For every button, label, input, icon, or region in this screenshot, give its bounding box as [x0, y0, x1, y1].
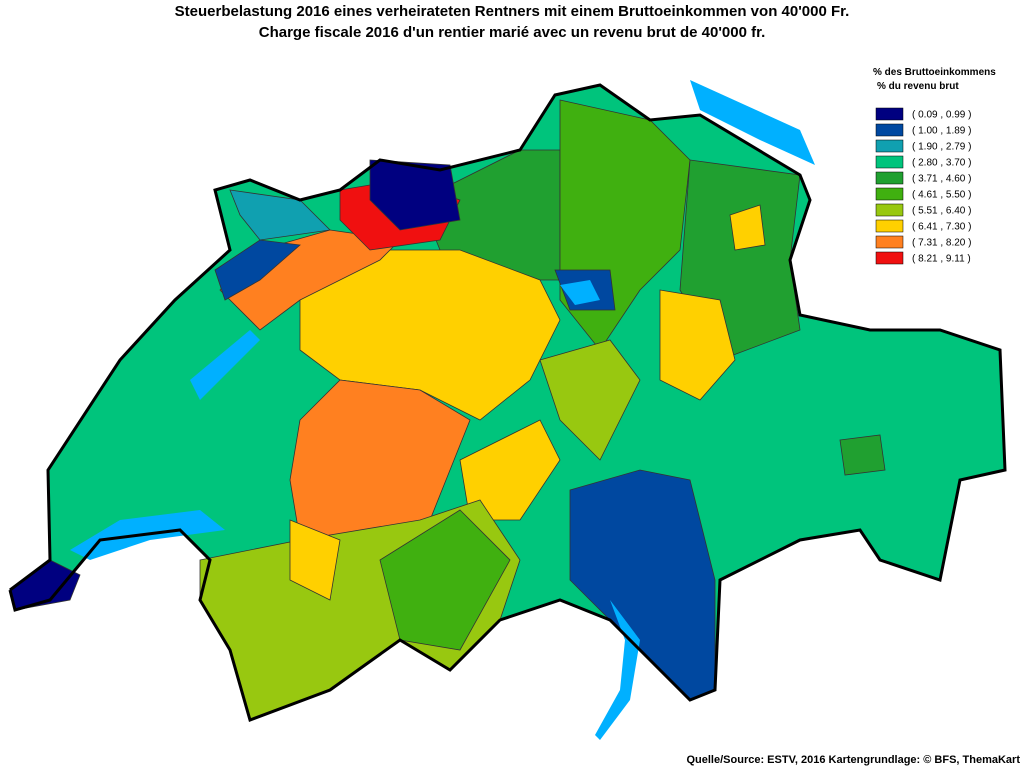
legend-label: ( 4.61 , 5.50 ): [912, 190, 971, 201]
title: Steuerbelastung 2016 eines verheirateten…: [175, 3, 850, 20]
lake: [690, 80, 815, 165]
region: [569, 469, 716, 701]
legend-swatch: [875, 251, 904, 265]
legend-swatch: [875, 203, 904, 217]
legend-label: ( 5.51 , 6.40 ): [912, 206, 971, 217]
legend-swatch: [875, 155, 904, 169]
legend-swatch: [875, 123, 904, 137]
legend-swatch: [875, 219, 904, 233]
legend-swatch: [875, 235, 904, 249]
subtitle: Charge fiscale 2016 d'un rentier marié a…: [259, 24, 766, 41]
legend-label: ( 1.00 , 1.89 ): [912, 126, 971, 137]
region: [299, 249, 561, 421]
region: [729, 204, 766, 251]
lake: [595, 600, 640, 740]
legend-swatch: [875, 139, 904, 153]
legend-heading: % du revenu brut: [877, 81, 959, 92]
legend-label: ( 7.31 , 8.20 ): [912, 238, 971, 249]
region: [839, 434, 886, 476]
region: [214, 239, 301, 301]
legend-label: ( 6.41 , 7.30 ): [912, 222, 971, 233]
legend-swatch: [875, 171, 904, 185]
legend-heading: % des Bruttoeinkommens: [873, 67, 996, 78]
region: [289, 379, 471, 541]
legend-label: ( 1.90 , 2.79 ): [912, 142, 971, 153]
lake: [190, 330, 260, 400]
legend-label: ( 3.71 , 4.60 ): [912, 174, 971, 185]
source: Quelle/Source: ESTV, 2016 Kartengrundlag…: [686, 754, 1020, 766]
border: [8, 83, 1007, 722]
legend-swatch: [875, 187, 904, 201]
legend: % des Bruttoeinkommens % du revenu brut …: [873, 67, 996, 265]
legend-label: ( 0.09 , 0.99 ): [912, 110, 971, 121]
region: [369, 159, 461, 231]
region: [659, 289, 736, 401]
legend-swatch: [875, 107, 904, 121]
legend-label: ( 2.80 , 3.70 ): [912, 158, 971, 169]
map: [8, 80, 1007, 740]
region: [289, 519, 341, 601]
legend-label: ( 8.21 , 9.11 ): [912, 254, 971, 265]
lake: [560, 280, 600, 305]
region: [539, 339, 641, 461]
region: [379, 509, 511, 651]
region: [229, 189, 331, 241]
